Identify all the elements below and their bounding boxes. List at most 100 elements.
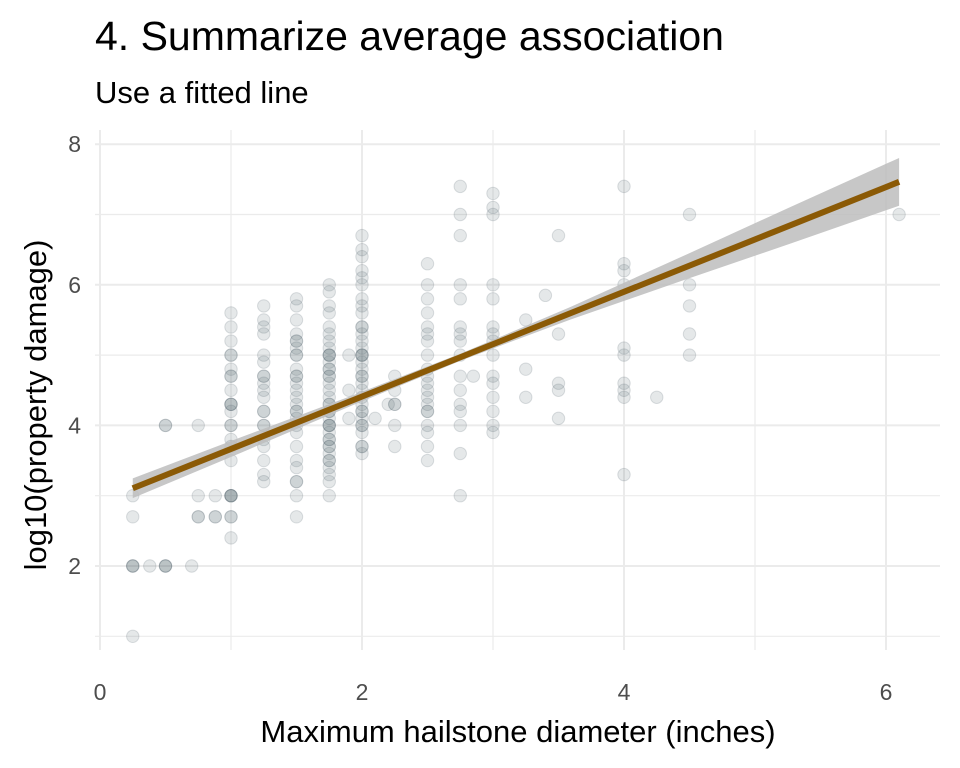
data-point — [420, 334, 435, 348]
data-point — [322, 432, 336, 447]
data-point — [126, 559, 140, 573]
data-point — [617, 179, 631, 194]
data-point — [617, 341, 631, 355]
data-point — [158, 559, 173, 573]
data-point — [453, 404, 467, 419]
data-point — [322, 453, 336, 468]
data-point — [617, 390, 631, 404]
data-point — [158, 559, 173, 573]
data-point — [355, 439, 369, 454]
data-point — [420, 397, 435, 412]
data-point — [322, 418, 336, 433]
data-point — [355, 369, 369, 383]
data-point — [224, 404, 238, 419]
data-point — [224, 397, 238, 412]
data-point — [257, 313, 271, 327]
data-point — [224, 397, 238, 412]
data-point — [158, 418, 173, 433]
data-point — [322, 355, 336, 369]
x-axis-ticks: 0 2 4 6 — [94, 679, 893, 705]
data-point — [486, 320, 500, 334]
data-point — [224, 369, 238, 383]
data-point — [322, 369, 336, 383]
data-point — [257, 390, 271, 404]
data-point — [355, 411, 369, 426]
data-point — [355, 264, 369, 278]
data-point — [257, 404, 271, 419]
data-point — [185, 559, 199, 573]
data-point — [257, 369, 271, 383]
data-point — [126, 559, 140, 573]
data-point — [289, 369, 304, 383]
data-point — [322, 390, 336, 404]
data-point — [420, 439, 435, 454]
data-point — [486, 292, 500, 306]
data-point — [453, 278, 467, 292]
data-point — [650, 390, 664, 404]
data-point — [257, 327, 271, 341]
data-point — [355, 348, 369, 362]
fitted-line-layer — [131, 179, 901, 492]
data-point — [289, 474, 304, 489]
data-point — [682, 207, 697, 222]
data-point — [322, 446, 336, 461]
data-point — [486, 186, 500, 201]
data-point — [224, 383, 238, 397]
data-point — [551, 383, 566, 397]
data-point — [208, 489, 222, 503]
data-point — [191, 489, 205, 503]
data-point — [388, 418, 402, 433]
data-point — [453, 228, 467, 243]
data-point — [617, 264, 631, 278]
grid-lines — [95, 130, 940, 650]
data-point — [289, 348, 304, 362]
data-point — [486, 369, 500, 383]
data-point — [224, 489, 238, 503]
data-point — [355, 348, 369, 362]
data-point — [388, 397, 402, 412]
x-tick-label: 6 — [880, 679, 893, 705]
data-point — [289, 439, 304, 454]
confidence-band — [132, 157, 900, 499]
x-axis-title: Maximum hailstone diameter (inches) — [260, 714, 775, 749]
data-point — [355, 249, 369, 264]
data-point — [466, 369, 481, 383]
x-tick-label: 4 — [618, 679, 631, 705]
data-point — [420, 257, 435, 271]
data-point — [289, 327, 304, 341]
data-point — [289, 376, 304, 390]
data-point — [322, 418, 336, 433]
y-tick-label: 2 — [68, 553, 81, 579]
data-point — [224, 369, 238, 383]
data-point — [486, 418, 500, 433]
data-point — [289, 313, 304, 327]
data-point — [322, 278, 336, 292]
confidence-band-area — [132, 157, 900, 499]
data-point — [486, 390, 500, 404]
data-point — [224, 348, 238, 362]
data-point — [224, 489, 238, 503]
data-point — [551, 411, 566, 426]
data-point — [289, 334, 304, 348]
data-point — [322, 439, 336, 454]
data-point — [342, 383, 356, 397]
data-point — [355, 425, 369, 440]
data-point — [289, 341, 304, 355]
x-tick-label: 2 — [356, 679, 369, 705]
data-point — [355, 228, 369, 243]
data-point — [289, 334, 304, 348]
data-point — [551, 327, 566, 341]
data-point — [682, 299, 697, 313]
data-point — [322, 453, 336, 468]
data-point — [257, 348, 271, 362]
data-point — [257, 467, 271, 482]
data-point — [453, 179, 467, 194]
data-point — [322, 369, 336, 383]
data-point — [486, 348, 500, 362]
data-point — [322, 439, 336, 454]
data-point — [191, 418, 205, 433]
data-point — [388, 439, 402, 454]
data-point — [355, 439, 369, 454]
data-point — [126, 559, 140, 573]
